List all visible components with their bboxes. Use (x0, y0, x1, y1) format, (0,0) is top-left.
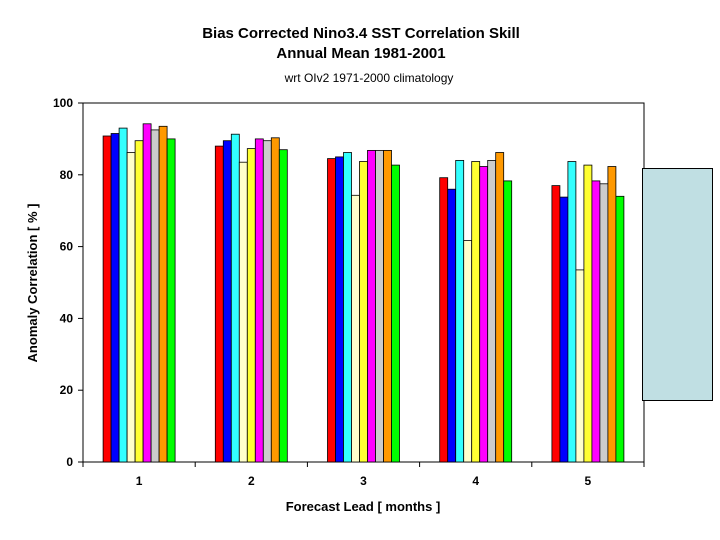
bar-series-7-lead-5 (599, 183, 609, 463)
bar-series-3-lead-4 (455, 159, 465, 463)
bar-series-4-lead-2 (238, 161, 248, 463)
bar-series-9-lead-4 (503, 180, 513, 463)
bar-series-2-lead-4 (447, 188, 457, 463)
bar-series-7-lead-1 (150, 129, 160, 463)
bar-series-6-lead-2 (254, 138, 264, 463)
legend-box (642, 168, 713, 401)
bar-series-9-lead-1 (166, 138, 176, 463)
bar-series-4-lead-5 (575, 269, 585, 463)
bar-series-8-lead-1 (158, 125, 168, 463)
bar-series-1-lead-3 (327, 158, 336, 463)
bar-series-7-lead-2 (262, 140, 272, 463)
y-axis-label: Anomaly Correlation [ % ] (25, 204, 40, 363)
bar-series-9-lead-3 (391, 164, 400, 463)
y-tick-label: 40 (60, 311, 74, 325)
x-tick-label: 1 (136, 474, 143, 488)
bar-series-7-lead-4 (487, 159, 497, 463)
bar-series-6-lead-4 (479, 166, 489, 463)
bar-series-3-lead-5 (567, 161, 577, 463)
bar-series-8-lead-4 (495, 152, 505, 463)
x-axis-ticks: 1 2 3 4 5 (82, 462, 645, 488)
bar-series-8-lead-2 (270, 137, 280, 463)
bar-series-4-lead-4 (463, 240, 473, 463)
bar-series-6-lead-3 (367, 149, 376, 463)
x-tick-label: 3 (360, 474, 367, 488)
bar-series-3-lead-2 (230, 133, 240, 463)
bar-series-7-lead-3 (375, 149, 384, 463)
bar-series-4-lead-3 (351, 194, 360, 463)
bar-series-8-lead-3 (383, 149, 392, 463)
bar-series-3-lead-3 (343, 152, 352, 463)
y-tick-label: 20 (60, 383, 74, 397)
x-tick-label: 4 (472, 474, 479, 488)
chart-subtitle: wrt OIv2 1971-2000 climatology (284, 71, 454, 85)
bar-series-8-lead-5 (607, 166, 617, 463)
y-tick-label: 100 (53, 96, 73, 110)
bar-series-1-lead-5 (551, 185, 561, 463)
x-tick-label: 2 (248, 474, 255, 488)
bar-series-9-lead-2 (278, 149, 288, 463)
bar-series-2-lead-1 (110, 133, 120, 463)
bar-series-6-lead-5 (591, 180, 601, 463)
y-tick-label: 80 (60, 168, 74, 182)
y-axis-ticks: 0 20 40 60 80 100 (53, 96, 83, 469)
bars-group (102, 123, 625, 463)
y-tick-label: 60 (60, 240, 74, 254)
bar-series-4-lead-1 (126, 152, 136, 463)
bar-series-2-lead-5 (559, 196, 569, 463)
x-tick-label: 5 (585, 474, 592, 488)
bar-series-5-lead-5 (583, 164, 593, 463)
bar-series-5-lead-1 (134, 140, 144, 463)
chart-title: Bias Corrected Nino3.4 SST Correlation S… (202, 25, 520, 42)
bar-series-5-lead-4 (471, 161, 481, 463)
bar-series-9-lead-5 (615, 195, 625, 463)
x-axis-label: Forecast Lead [ months ] (286, 499, 441, 514)
bar-series-6-lead-1 (142, 123, 152, 463)
chart-title-line2: Annual Mean 1981-2001 (276, 45, 445, 62)
bar-series-1-lead-2 (214, 145, 224, 463)
y-tick-label: 0 (66, 455, 73, 469)
bar-series-1-lead-1 (102, 135, 112, 463)
bar-series-3-lead-1 (118, 127, 128, 463)
bar-series-2-lead-2 (222, 140, 232, 463)
bar-series-1-lead-4 (439, 177, 449, 463)
bar-series-2-lead-3 (335, 156, 344, 463)
bar-series-5-lead-3 (359, 161, 368, 463)
bar-series-5-lead-2 (246, 148, 256, 463)
